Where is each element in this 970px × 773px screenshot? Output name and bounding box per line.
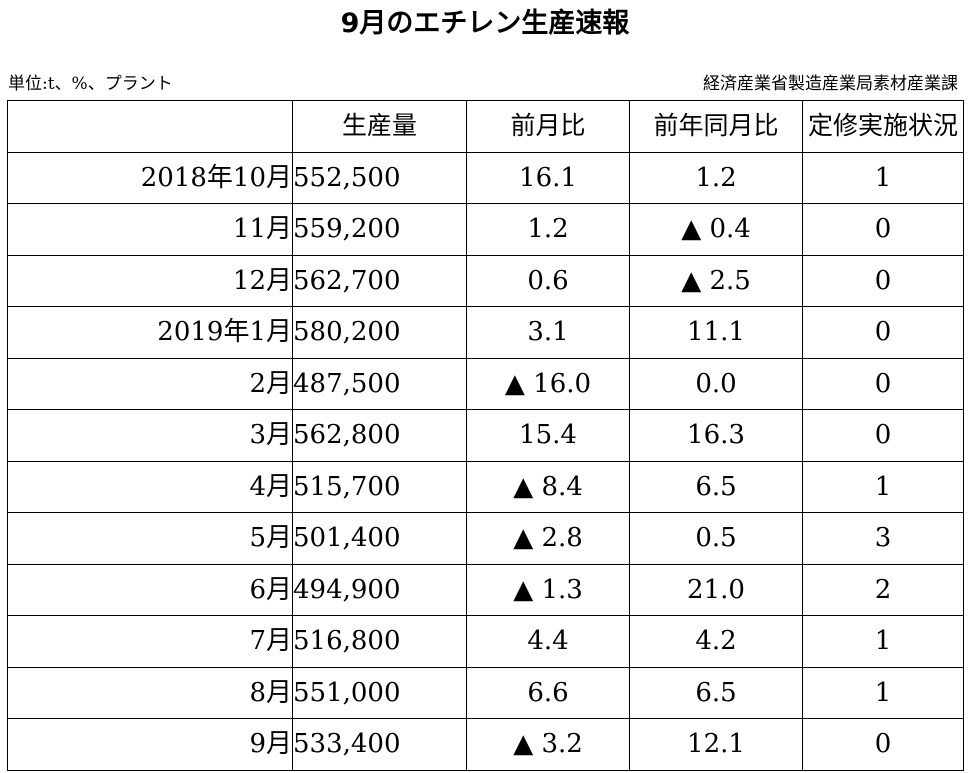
maintenance-cell: 3 — [802, 512, 964, 565]
production-cell: 487,500 — [292, 357, 467, 410]
yoy-cell: 4.2 — [629, 615, 803, 668]
maintenance-cell: 0 — [802, 409, 964, 462]
ethylene-production-table: 生産量 前月比 前年同月比 定修実施状況 2018年10月 552,500 16… — [7, 100, 964, 771]
production-cell: 515,700 — [292, 460, 467, 513]
period-cell: 5月 — [7, 512, 293, 565]
header-month-over-month: 前月比 — [466, 100, 630, 153]
production-cell: 559,200 — [292, 203, 467, 256]
maintenance-cell: 0 — [802, 203, 964, 256]
yoy-cell: 6.5 — [629, 666, 803, 719]
mom-cell: ▲ 8.4 — [466, 460, 630, 513]
mom-cell: ▲ 16.0 — [466, 357, 630, 410]
production-cell: 551,000 — [292, 666, 467, 719]
mom-cell: 15.4 — [466, 409, 630, 462]
unit-note: 単位:t、%、プラント — [8, 74, 173, 94]
table-row: 2019年1月 580,200 3.1 11.1 0 — [7, 306, 964, 359]
page-title: 9月のエチレン生産速報 — [340, 8, 630, 39]
yoy-cell: ▲ 0.4 — [629, 203, 803, 256]
table-row: 4月 515,700 ▲ 8.4 6.5 1 — [7, 460, 964, 513]
maintenance-cell: 1 — [802, 151, 964, 204]
mom-cell: 3.1 — [466, 306, 630, 359]
period-cell: 2月 — [7, 357, 293, 410]
yoy-cell: 16.3 — [629, 409, 803, 462]
period-cell: 9月 — [7, 718, 293, 771]
period-cell: 3月 — [7, 409, 293, 462]
production-cell: 501,400 — [292, 512, 467, 565]
table-row: 5月 501,400 ▲ 2.8 0.5 3 — [7, 512, 964, 565]
maintenance-cell: 1 — [802, 460, 964, 513]
table-row: 3月 562,800 15.4 16.3 0 — [7, 409, 964, 462]
table-row: 9月 533,400 ▲ 3.2 12.1 0 — [7, 718, 964, 771]
table-header-row: 生産量 前月比 前年同月比 定修実施状況 — [7, 100, 964, 153]
production-cell: 562,800 — [292, 409, 467, 462]
period-cell: 4月 — [7, 460, 293, 513]
mom-cell: 6.6 — [466, 666, 630, 719]
header-production: 生産量 — [292, 100, 467, 153]
production-cell: 552,500 — [292, 151, 467, 204]
table-row: 7月 516,800 4.4 4.2 1 — [7, 615, 964, 668]
table-row: 2018年10月 552,500 16.1 1.2 1 — [7, 151, 964, 204]
yoy-cell: 0.5 — [629, 512, 803, 565]
maintenance-cell: 0 — [802, 254, 964, 307]
mom-cell: 16.1 — [466, 151, 630, 204]
period-cell: 2018年10月 — [7, 151, 293, 204]
maintenance-cell: 0 — [802, 306, 964, 359]
maintenance-cell: 0 — [802, 357, 964, 410]
source-note: 経済産業省製造産業局素材産業課 — [703, 74, 958, 94]
yoy-cell: 12.1 — [629, 718, 803, 771]
production-cell: 580,200 — [292, 306, 467, 359]
mom-cell: 0.6 — [466, 254, 630, 307]
maintenance-cell: 0 — [802, 718, 964, 771]
period-cell: 12月 — [7, 254, 293, 307]
production-cell: 562,700 — [292, 254, 467, 307]
yoy-cell: ▲ 2.5 — [629, 254, 803, 307]
yoy-cell: 0.0 — [629, 357, 803, 410]
mom-cell: 1.2 — [466, 203, 630, 256]
mom-cell: 4.4 — [466, 615, 630, 668]
maintenance-cell: 1 — [802, 615, 964, 668]
period-cell: 6月 — [7, 563, 293, 616]
mom-cell: ▲ 3.2 — [466, 718, 630, 771]
table-row: 2月 487,500 ▲ 16.0 0.0 0 — [7, 357, 964, 410]
table-row: 6月 494,900 ▲ 1.3 21.0 2 — [7, 563, 964, 616]
maintenance-cell: 2 — [802, 563, 964, 616]
yoy-cell: 21.0 — [629, 563, 803, 616]
period-cell: 2019年1月 — [7, 306, 293, 359]
mom-cell: ▲ 1.3 — [466, 563, 630, 616]
period-cell: 11月 — [7, 203, 293, 256]
table-row: 8月 551,000 6.6 6.5 1 — [7, 666, 964, 719]
table-row: 11月 559,200 1.2 ▲ 0.4 0 — [7, 203, 964, 256]
header-period — [7, 100, 293, 153]
production-cell: 494,900 — [292, 563, 467, 616]
header-maintenance-status: 定修実施状況 — [802, 100, 964, 153]
table-row: 12月 562,700 0.6 ▲ 2.5 0 — [7, 254, 964, 307]
period-cell: 7月 — [7, 615, 293, 668]
yoy-cell: 1.2 — [629, 151, 803, 204]
mom-cell: ▲ 2.8 — [466, 512, 630, 565]
period-cell: 8月 — [7, 666, 293, 719]
production-cell: 516,800 — [292, 615, 467, 668]
yoy-cell: 11.1 — [629, 306, 803, 359]
production-cell: 533,400 — [292, 718, 467, 771]
maintenance-cell: 1 — [802, 666, 964, 719]
yoy-cell: 6.5 — [629, 460, 803, 513]
header-year-over-year: 前年同月比 — [629, 100, 803, 153]
